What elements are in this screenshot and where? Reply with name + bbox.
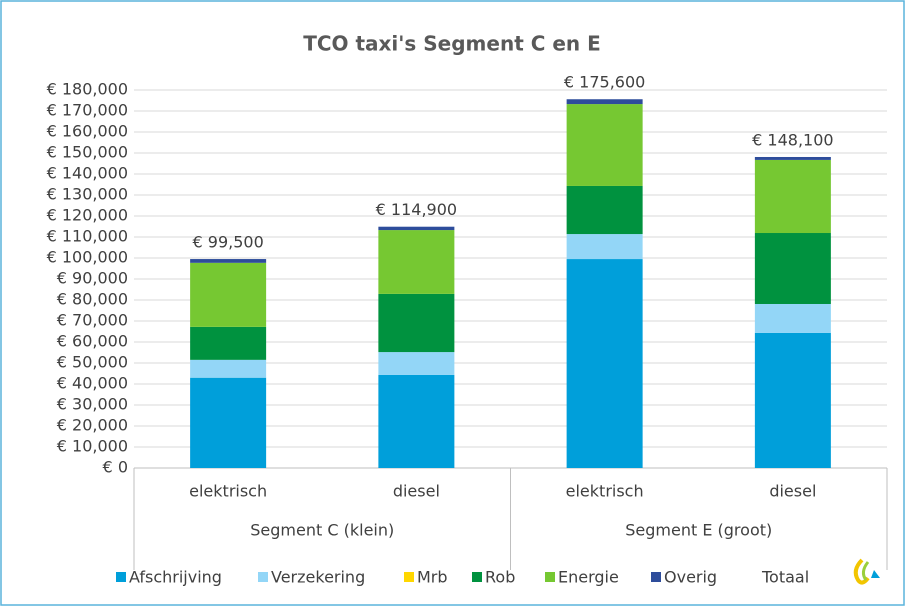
x-tick-label: elektrisch — [189, 482, 267, 501]
bar-segment — [378, 293, 455, 353]
bar-segment — [566, 104, 643, 186]
x-tick-label: diesel — [393, 482, 440, 501]
bar-segment — [190, 259, 267, 263]
total-label: € 148,100 — [752, 130, 833, 149]
bar-segment — [378, 226, 455, 231]
total-label: € 99,500 — [193, 233, 264, 252]
bar-segment — [190, 326, 267, 360]
y-tick-label: € 40,000 — [57, 374, 128, 393]
x-tick-label: elektrisch — [566, 482, 644, 501]
y-tick-label: € 180,000 — [47, 80, 128, 99]
y-tick-label: € 110,000 — [47, 227, 128, 246]
bar-segment — [754, 332, 831, 468]
legend-label: Overig — [664, 568, 717, 587]
chart-title: TCO taxi's Segment C en E — [303, 32, 601, 56]
bar-segment — [754, 159, 831, 234]
legend-swatch — [404, 572, 414, 582]
group-label: Segment E (groot) — [625, 521, 772, 540]
total-label: € 175,600 — [564, 73, 645, 92]
y-tick-label: € 130,000 — [47, 185, 128, 204]
y-tick-label: € 170,000 — [47, 101, 128, 120]
y-tick-label: € 20,000 — [57, 416, 128, 435]
bar-segment — [566, 234, 643, 260]
bar-segment — [754, 303, 831, 333]
bar-segment — [378, 352, 455, 375]
y-tick-label: € 80,000 — [57, 290, 128, 309]
y-tick-label: € 150,000 — [47, 143, 128, 162]
legend-swatch — [651, 572, 661, 582]
y-tick-label: € 90,000 — [57, 269, 128, 288]
legend-swatch — [258, 572, 268, 582]
y-tick-label: € 10,000 — [57, 437, 128, 456]
bar-segment — [566, 259, 643, 468]
y-tick-label: € 70,000 — [57, 311, 128, 330]
y-tick-label: € 120,000 — [47, 206, 128, 225]
bar-segment — [754, 156, 831, 160]
bar-segment — [378, 374, 455, 468]
legend-label: Verzekering — [271, 568, 365, 587]
y-tick-label: € 160,000 — [47, 122, 128, 141]
legend-swatch — [116, 572, 126, 582]
legend-swatch — [472, 572, 482, 582]
bar-segment — [190, 359, 267, 378]
bar-segment — [754, 233, 831, 304]
bar-segment — [566, 185, 643, 235]
legend-swatch — [545, 572, 555, 582]
legend-label: Rob — [485, 568, 515, 587]
y-tick-label: € 50,000 — [57, 353, 128, 372]
y-tick-label: € 140,000 — [47, 164, 128, 183]
legend-label: Mrb — [417, 568, 448, 587]
y-tick-label: € 100,000 — [47, 248, 128, 267]
y-tick-label: € 0 — [103, 458, 128, 477]
legend-label: Afschrijving — [129, 568, 222, 587]
x-tick-label: diesel — [769, 482, 816, 501]
bar-segment — [566, 99, 643, 105]
logo — [853, 558, 880, 585]
bar-segment — [190, 262, 267, 327]
y-tick-label: € 60,000 — [57, 332, 128, 351]
bar-segment — [190, 377, 267, 468]
legend-label: Totaal — [761, 568, 809, 587]
y-tick-label: € 30,000 — [57, 395, 128, 414]
total-label: € 114,900 — [376, 200, 457, 219]
bar-segment — [378, 230, 455, 294]
legend-label: Energie — [558, 568, 619, 587]
group-label: Segment C (klein) — [250, 521, 394, 540]
